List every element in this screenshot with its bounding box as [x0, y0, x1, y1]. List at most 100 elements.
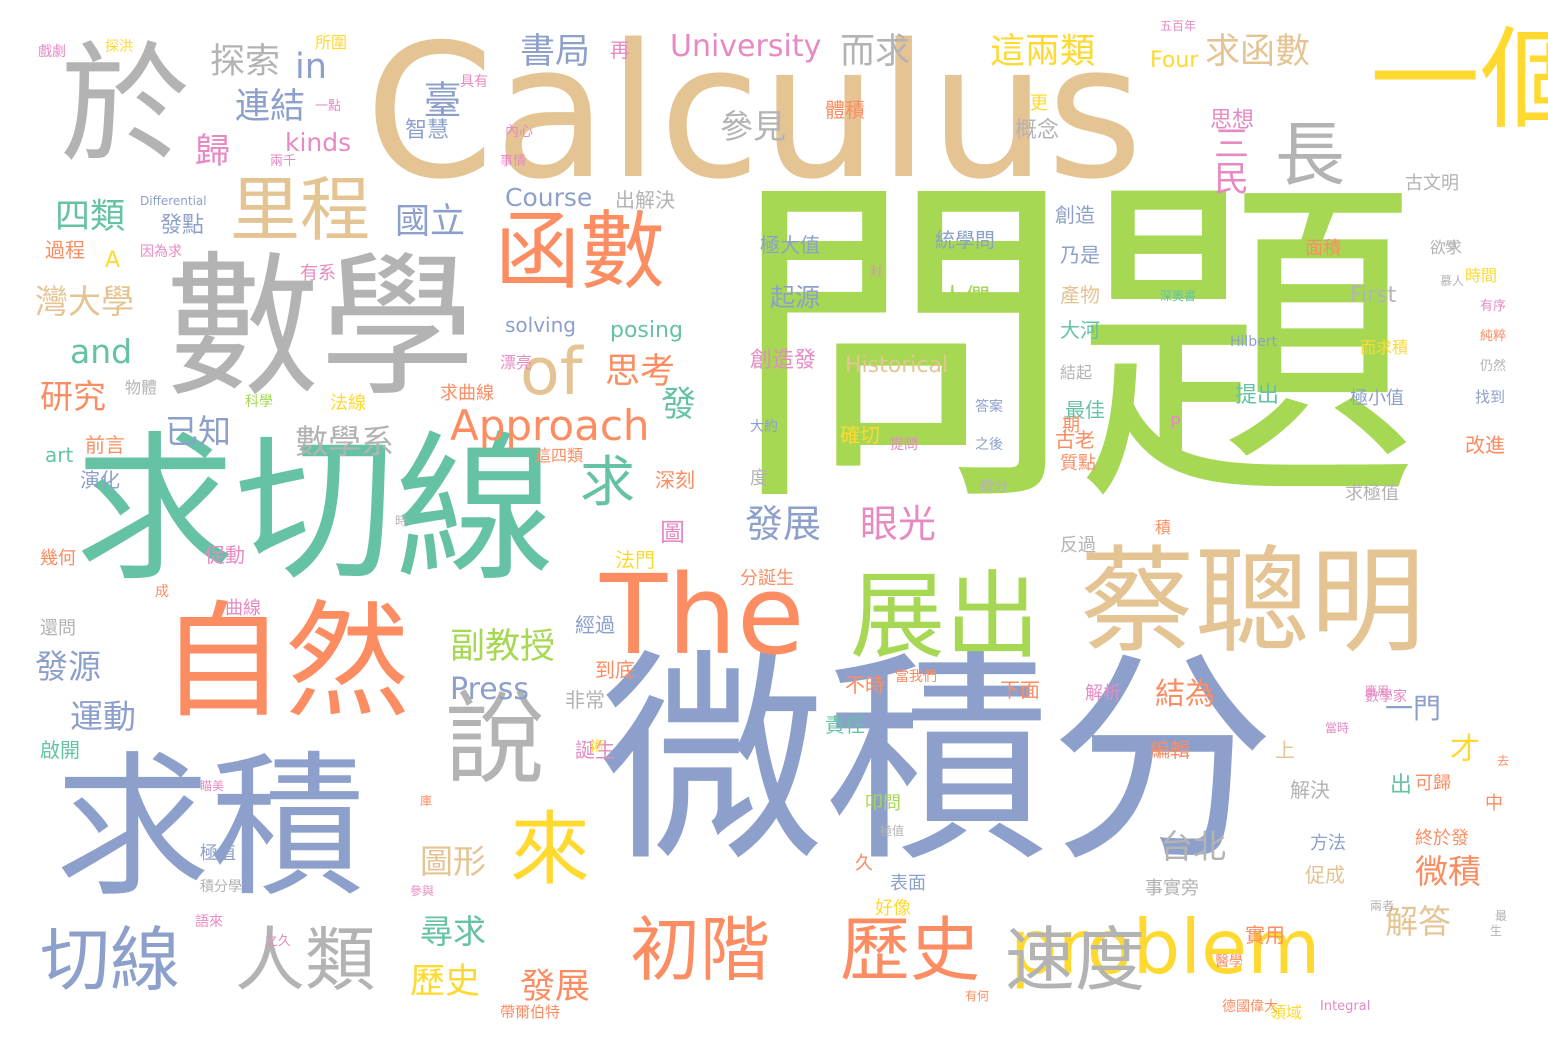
word-cloud-term: 微分 [980, 479, 1008, 495]
word-cloud-term: 已知 [165, 412, 231, 451]
word-cloud-term: 啟開 [40, 738, 80, 762]
word-cloud-term: Course [505, 183, 593, 212]
word-cloud-term: 自然 [160, 590, 410, 735]
word-cloud-term: 確切 [840, 423, 880, 447]
word-cloud-term: 所圍 [315, 33, 348, 52]
word-cloud-term: 才 [1450, 732, 1480, 767]
word-cloud-term: 極小值 [1350, 388, 1404, 409]
word-cloud-term: 參與 [410, 884, 435, 898]
word-cloud-term: 非常 [565, 688, 605, 712]
word-cloud-term: 這四類 [535, 446, 584, 465]
word-cloud-term: 責任 [825, 713, 865, 737]
word-cloud-term: 初階 [630, 909, 770, 991]
word-cloud-term: 過程 [45, 238, 85, 262]
word-cloud-term: 求積 [55, 737, 365, 918]
word-cloud-term: 法線 [330, 393, 366, 414]
word-cloud-term: 法門 [615, 548, 655, 572]
word-cloud-term: 漂亮 [500, 353, 533, 372]
word-cloud-term: 終於發 [1415, 828, 1469, 849]
word-cloud-term: 函數 [495, 203, 666, 302]
word-cloud-term: 眼光 [860, 502, 937, 546]
word-cloud-term: 解答 [1385, 902, 1451, 941]
word-cloud-term: 經過 [575, 613, 615, 637]
word-cloud-term: 起源 [770, 283, 821, 312]
word-cloud-term: 之久 [265, 934, 292, 949]
word-cloud-term: Calculus [365, 4, 1143, 220]
word-cloud-term: First [1350, 283, 1397, 308]
word-cloud-term: 語來 [195, 914, 223, 930]
word-cloud-term: 思想 [1210, 108, 1255, 133]
word-cloud-term: 四類 [55, 197, 126, 237]
word-cloud-term: 書局 [520, 32, 591, 72]
word-cloud-term: 長 [1275, 114, 1345, 196]
word-cloud-term: 切線 [40, 919, 180, 1001]
word-cloud-term: University [670, 29, 822, 64]
word-cloud-term: Four [1150, 48, 1199, 73]
word-cloud-term: 發源 [35, 647, 101, 686]
word-cloud-term: 有序 [1480, 299, 1507, 314]
word-cloud-term: 仍然 [1480, 359, 1507, 374]
word-cloud-term: 物體 [125, 378, 158, 397]
word-cloud-term: and [70, 332, 133, 371]
word-cloud-term: 體積 [825, 98, 865, 122]
word-cloud-term: 微積分 [600, 631, 1275, 893]
word-cloud-term: posing [610, 318, 683, 343]
word-cloud-term: 提問 [890, 437, 918, 453]
word-cloud-term: 探索 [210, 42, 281, 82]
word-cloud-term: 台北 [1160, 827, 1226, 866]
word-cloud-term: 學 [1445, 239, 1458, 253]
word-cloud-term: 度 [750, 468, 768, 489]
word-cloud-term: 積 [1155, 518, 1172, 537]
word-cloud-term: 副教授 [450, 627, 556, 667]
word-cloud-term: 可歸 [1415, 773, 1451, 794]
word-cloud-term: 幾何 [40, 548, 76, 569]
word-cloud-term: 產物 [1060, 283, 1100, 307]
word-cloud-term: 解析 [1085, 683, 1121, 704]
word-cloud-term: 發展 [520, 967, 591, 1007]
word-cloud-term: 戲劇 [38, 44, 66, 60]
word-cloud-term: The [600, 551, 805, 679]
word-cloud-term: 欲求 [1430, 238, 1463, 257]
word-cloud-term: 古老 [1055, 428, 1095, 452]
word-cloud-term: 發展 [745, 502, 822, 546]
word-cloud-term: 歷史 [840, 909, 980, 991]
word-cloud-term: 出 [1390, 773, 1413, 798]
word-cloud-term: 質點 [1060, 453, 1096, 474]
word-cloud-term: 事情 [500, 154, 527, 169]
word-cloud-term: 三民 [1208, 125, 1248, 195]
word-cloud-term: 有何 [965, 989, 990, 1003]
word-cloud-term: 而求 [840, 32, 911, 72]
word-cloud-term: 歸 [195, 132, 231, 172]
word-cloud-term: 求極值 [1345, 483, 1399, 504]
word-cloud-term: 叩問 [865, 793, 901, 814]
word-cloud-term: 當我們 [895, 669, 937, 685]
word-cloud-term: 人們 [940, 283, 991, 312]
word-cloud-term: 尋求 [420, 912, 486, 951]
word-cloud-term: 分誕生 [740, 568, 794, 589]
word-cloud-term: 乃是 [1060, 243, 1100, 267]
word-cloud-term: 一點 [315, 99, 342, 114]
word-cloud-term: 參見 [720, 107, 786, 146]
word-cloud-term: 兩千 [270, 154, 297, 169]
word-cloud-term: 還問 [40, 618, 76, 639]
word-cloud-term: Historical [845, 353, 949, 378]
word-cloud-term: 最佳 [1065, 398, 1105, 422]
word-cloud-term: 再 [610, 38, 630, 62]
word-cloud-term: 解決 [1290, 778, 1330, 802]
word-cloud-term: 發點 [160, 213, 205, 238]
word-cloud-term: 編輯 [1150, 738, 1190, 762]
word-cloud-term: 成 [155, 584, 169, 600]
word-cloud-term: 圖 [660, 518, 686, 547]
word-cloud-term: 方法 [1310, 833, 1346, 854]
word-cloud-term: 這兩類 [990, 32, 1096, 72]
word-cloud-term: 前言 [85, 433, 125, 457]
word-cloud-term: Press [450, 672, 529, 707]
word-cloud-term: 下面 [1000, 678, 1040, 702]
word-cloud-term: 瞄美 [200, 779, 225, 793]
word-cloud-term: 上 [1275, 738, 1295, 762]
word-cloud-term: 圖形 [420, 842, 486, 881]
word-cloud-term: Differential [140, 194, 207, 208]
word-cloud-term: 智慧 [405, 118, 450, 143]
word-cloud-term: 誕生 [575, 738, 615, 762]
